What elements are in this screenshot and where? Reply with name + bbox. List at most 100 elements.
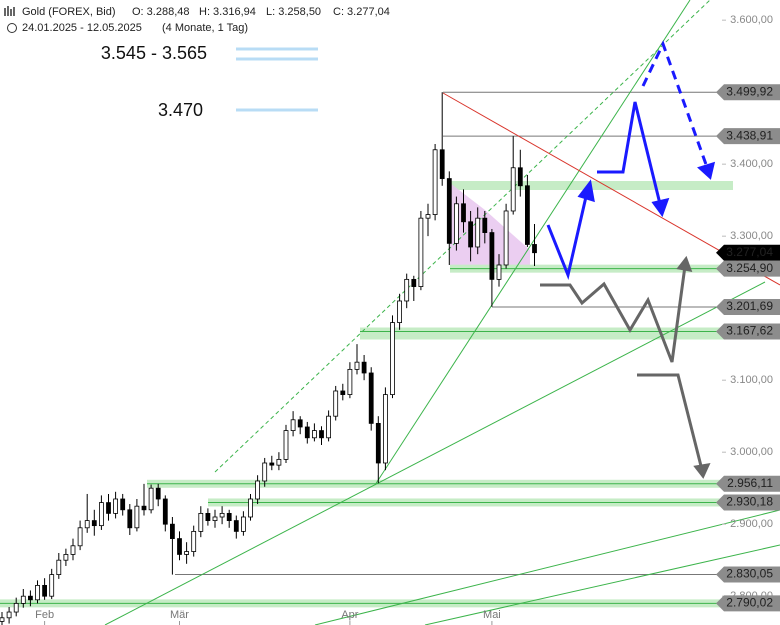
- price-label: 2.956,11: [727, 476, 773, 490]
- arrowhead: [651, 197, 670, 218]
- x-tick-label: Feb: [35, 609, 54, 621]
- target-zone-label: 3.545 - 3.565: [101, 43, 207, 63]
- candle-body: [425, 214, 431, 219]
- candle-body: [70, 545, 76, 555]
- candle-body: [56, 559, 62, 575]
- trendline: [424, 544, 780, 625]
- y-tick-label: 2.900,00: [730, 518, 773, 530]
- date-range: 24.01.2025 - 12.05.2025: [22, 22, 142, 34]
- trendline: [214, 0, 711, 473]
- candle-body: [113, 498, 118, 514]
- candle-body: [77, 527, 83, 547]
- candle-body: [326, 415, 332, 439]
- candle-body: [226, 512, 232, 521]
- candle-body: [489, 232, 495, 280]
- candle-body: [368, 372, 374, 424]
- candle-body: [361, 361, 367, 374]
- candle-body: [255, 480, 261, 500]
- price-label: 2.930,18: [726, 495, 773, 509]
- candle-body: [91, 520, 97, 527]
- candle-body: [404, 278, 410, 302]
- candle-body: [120, 498, 126, 511]
- target-label: 3.470: [158, 100, 203, 120]
- candle-body: [49, 574, 55, 597]
- arrow: [637, 373, 704, 471]
- candle-body: [510, 167, 516, 212]
- arrowhead: [676, 255, 693, 272]
- candle-body: [269, 462, 275, 466]
- candle-body: [27, 595, 33, 601]
- candle-body: [496, 264, 502, 280]
- candle-body: [517, 167, 523, 187]
- price-label: 3.167,62: [726, 324, 773, 338]
- candle-body: [532, 244, 537, 254]
- candle-body: [35, 584, 40, 601]
- candle-body: [184, 551, 190, 555]
- quote-close: C: 3.277,04: [333, 6, 390, 18]
- candle-body: [397, 300, 403, 323]
- candle-body: [382, 394, 388, 464]
- candle-body: [432, 149, 438, 215]
- quote-low: L: 3.258,50: [266, 6, 321, 18]
- candle-body: [248, 498, 253, 518]
- arrowhead: [697, 161, 716, 180]
- price-box: [716, 566, 780, 583]
- candle-body: [418, 217, 424, 287]
- trendline: [104, 281, 766, 625]
- candle-body: [177, 538, 182, 555]
- y-tick-label: 3.600,00: [730, 14, 773, 26]
- candle-body: [297, 419, 303, 428]
- candle-body: [42, 584, 47, 597]
- candle-body: [461, 203, 466, 223]
- candle-body: [13, 602, 19, 613]
- candle-body: [276, 458, 282, 466]
- quote-high: H: 3.316,94: [199, 6, 256, 18]
- candle-body: [162, 498, 168, 525]
- candle-body: [240, 516, 246, 532]
- clock-icon: [7, 23, 17, 33]
- candle-body: [148, 487, 154, 511]
- candle-body: [99, 502, 104, 527]
- candle-body: [347, 368, 353, 395]
- price-box: [716, 84, 780, 101]
- candle-body: [127, 509, 133, 529]
- arrow: [597, 101, 663, 209]
- price-label: 3.254,90: [726, 261, 773, 275]
- candle-body: [283, 430, 289, 460]
- price-label: 3.438,91: [726, 128, 773, 142]
- chart-icon: [4, 6, 15, 16]
- x-tick-label: Apr: [341, 609, 358, 621]
- price-box: [716, 260, 780, 277]
- scenario-arrows: [540, 40, 716, 479]
- candles: [0, 92, 537, 625]
- price-label: 2.830,05: [726, 567, 773, 581]
- candle-body: [20, 595, 26, 604]
- arrow: [540, 265, 687, 363]
- candle-body: [212, 516, 218, 521]
- zone: [360, 327, 780, 340]
- price-box: [716, 244, 780, 261]
- candle-body: [191, 530, 197, 552]
- levels: [0, 91, 780, 608]
- price-box: [716, 494, 780, 511]
- y-tick-label: 3.300,00: [730, 230, 773, 242]
- candle-body: [6, 611, 12, 619]
- price-label: 2.790,02: [726, 596, 773, 610]
- arrowhead: [693, 463, 711, 479]
- candle-body: [475, 217, 481, 248]
- candle-body: [446, 178, 452, 244]
- candle-body: [482, 217, 488, 233]
- x-tick-label: Mär: [170, 609, 189, 621]
- candle-body: [219, 512, 225, 518]
- candle-body: [198, 512, 204, 532]
- candle-body: [311, 430, 317, 439]
- candle-body: [453, 203, 459, 244]
- candle-body: [468, 221, 474, 248]
- x-tick-label: Mai: [483, 609, 501, 621]
- title: Gold (FOREX, Bid): [22, 6, 116, 18]
- price-box: [716, 298, 780, 315]
- candle-body: [411, 278, 417, 287]
- span: (4 Monate, 1 Tag): [162, 22, 248, 34]
- candle-body: [169, 523, 175, 539]
